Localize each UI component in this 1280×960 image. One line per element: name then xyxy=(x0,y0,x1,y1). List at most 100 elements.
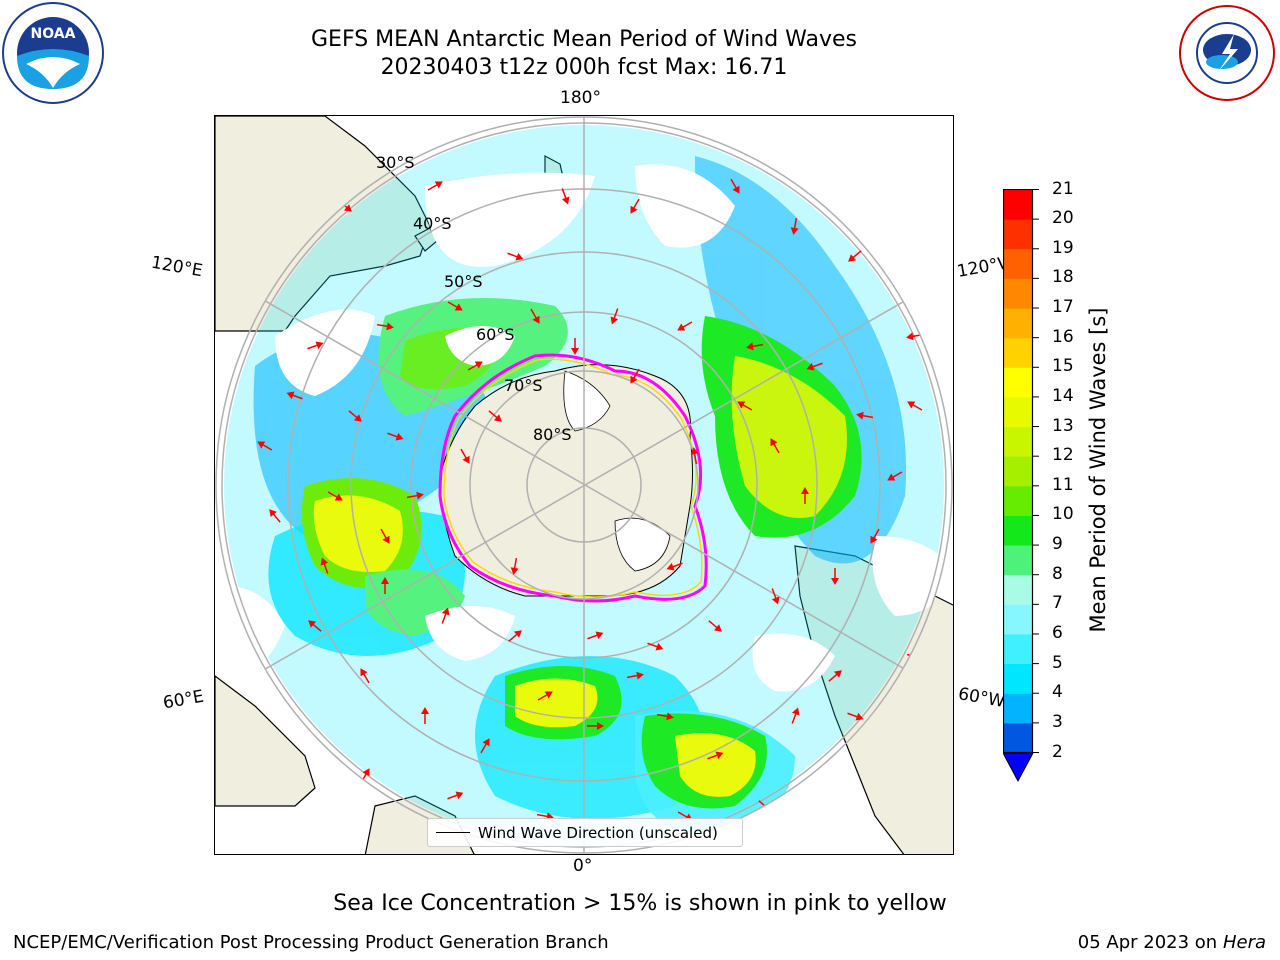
colorbar-band xyxy=(1003,219,1033,250)
wave-direction-arrow xyxy=(360,668,370,684)
lon-label-180: 180° xyxy=(560,88,601,108)
lat-label-70s: 70°S xyxy=(504,376,543,395)
graticule xyxy=(216,117,952,853)
wave-direction-arrow xyxy=(870,528,880,544)
wave-direction-arrow xyxy=(571,338,579,355)
colorbar-tick-label: 5 xyxy=(1052,652,1063,673)
legend-label: Wind Wave Direction (unscaled) xyxy=(478,823,718,842)
colorbar-tick-label: 10 xyxy=(1052,504,1074,525)
colorbar-band xyxy=(1003,248,1033,279)
africa-land-west xyxy=(215,675,316,807)
wave-direction-arrow xyxy=(737,401,753,411)
colorbar-tick-label: 13 xyxy=(1052,415,1074,436)
lon-label-120e: 120°E xyxy=(149,252,205,282)
colorbar-band xyxy=(1003,574,1033,605)
wave-direction-arrow xyxy=(421,707,429,724)
wave-direction-arrow xyxy=(480,738,490,754)
colorbar-tick-label: 2 xyxy=(1052,741,1063,762)
wave-direction-arrow xyxy=(507,252,524,261)
wave-direction-arrow xyxy=(441,607,450,624)
colorbar-band xyxy=(1003,456,1033,487)
meridian-60e-120w xyxy=(216,271,952,699)
wave-direction-arrow xyxy=(348,410,362,422)
colorbar-tick-label: 8 xyxy=(1052,563,1063,584)
colorbar-extend-min xyxy=(1003,752,1034,783)
wave-direction-arrow xyxy=(666,562,683,571)
wave-direction-arrow xyxy=(856,411,874,420)
colorbar-tick-label: 4 xyxy=(1052,682,1063,703)
colorbar-tick-label: 15 xyxy=(1052,356,1074,377)
footer-date: 05 Apr 2023 on Hera xyxy=(1078,932,1266,953)
lon-label-60e: 60°E xyxy=(161,686,206,714)
wave-direction-arrow xyxy=(656,712,674,721)
wave-direction-arrow xyxy=(286,391,303,400)
wave-direction-arrow xyxy=(647,642,664,651)
lat-label-30s: 30°S xyxy=(376,153,415,172)
wave-direction-arrow xyxy=(257,441,273,451)
colorbar-band xyxy=(1003,545,1033,576)
sea-ice-edge xyxy=(438,353,708,603)
colorbar-tick-label: 17 xyxy=(1052,297,1074,318)
wave-direction-arrow xyxy=(508,630,522,642)
colorbar-band xyxy=(1003,396,1033,428)
lat-label-60s: 60°S xyxy=(476,325,515,344)
colorbar-band xyxy=(1003,278,1033,309)
wave-direction-arrow xyxy=(848,250,862,262)
wave-direction-arrow xyxy=(887,471,903,481)
colorbar-tick-label: 11 xyxy=(1052,474,1074,495)
wave-direction-arrow xyxy=(320,557,329,574)
wave-direction-arrow xyxy=(610,308,619,325)
australia-land xyxy=(215,116,431,332)
wave-direction-arrow xyxy=(746,342,764,351)
colorbar-tick-label: 18 xyxy=(1052,267,1074,288)
wave-direction-arrow xyxy=(269,509,281,523)
wave-direction-arrow xyxy=(447,791,464,800)
wave-direction-arrow xyxy=(828,670,842,682)
wave-direction-arrow xyxy=(831,568,839,585)
sea-ice-edge-inner xyxy=(443,358,703,598)
wave-direction-arrow xyxy=(707,751,724,760)
footer-credit: NCEP/EMC/Verification Post Processing Pr… xyxy=(13,932,609,953)
footer-host: Hera xyxy=(1222,932,1266,953)
colorbar-tick-label: 16 xyxy=(1052,326,1074,347)
wave-direction-arrow xyxy=(771,588,780,605)
wave-direction-arrow xyxy=(381,577,389,594)
wave-direction-arrow xyxy=(427,181,443,191)
wave-direction-arrow xyxy=(488,410,502,422)
map-boundary-circle xyxy=(215,116,953,854)
wave-direction-arrow xyxy=(626,671,644,680)
wave-direction-arrow xyxy=(630,368,640,384)
footer-date-text: 05 Apr 2023 on xyxy=(1077,932,1223,953)
wave-direction-arrow xyxy=(380,528,390,544)
wave-direction-arrow xyxy=(690,447,699,465)
chart-subtitle-run-info: 20230403 t12z 000h fcst Max: 16.71 xyxy=(380,55,788,80)
wave-direction-arrow xyxy=(406,491,424,500)
wave-direction-arrow xyxy=(806,362,823,371)
noaa-logo-text: NOAA xyxy=(31,26,76,42)
colorbar-band xyxy=(1003,426,1033,457)
wave-direction-arrow xyxy=(460,448,470,464)
wave-direction-arrow xyxy=(801,487,809,504)
wave-direction-arrow xyxy=(467,361,483,371)
colorbar-tick-label: 9 xyxy=(1052,534,1063,555)
colorbar-tick-label: 20 xyxy=(1052,208,1074,229)
colorbar-tick-label: 12 xyxy=(1052,445,1074,466)
colorbar-tick-label: 7 xyxy=(1052,593,1063,614)
wave-direction-arrow xyxy=(376,322,394,331)
wave-direction-arrow xyxy=(677,321,693,331)
wave-direction-arrow xyxy=(847,712,864,721)
wave-direction-arrow xyxy=(387,432,404,441)
colorbar-band xyxy=(1003,485,1033,516)
lon-label-60w: 60°W xyxy=(956,684,1007,712)
wave-direction-arrow xyxy=(791,707,800,724)
wave-direction-arrow xyxy=(790,217,799,235)
ross-ice-shelf xyxy=(563,370,611,432)
colorbar-tick-label: 21 xyxy=(1052,178,1074,199)
wave-direction-arrow xyxy=(327,491,343,501)
wind-wave-arrows xyxy=(257,178,924,844)
wave-direction-arrow xyxy=(308,620,322,632)
wave-direction-arrow xyxy=(770,438,780,454)
colorbar-band xyxy=(1003,604,1033,635)
colorbar-label: Mean Period of Wind Waves [s] xyxy=(1086,307,1110,633)
wave-direction-arrow xyxy=(561,188,570,205)
